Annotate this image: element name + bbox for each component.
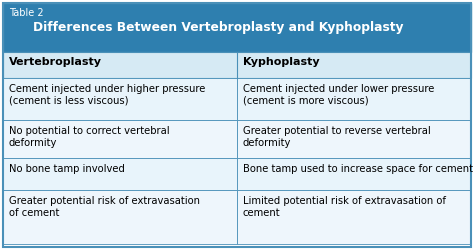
Text: Differences Between Vertebroplasty and Kyphoplasty: Differences Between Vertebroplasty and K…: [33, 21, 403, 34]
Text: Greater potential to reverse vertebral
deformity: Greater potential to reverse vertebral d…: [243, 126, 431, 148]
Text: Greater potential risk of extravasation
of cement: Greater potential risk of extravasation …: [9, 196, 200, 218]
Bar: [3, 52, 471, 78]
Text: Cement injected under higher pressure
(cement is less viscous): Cement injected under higher pressure (c…: [9, 84, 205, 106]
Bar: [3, 78, 237, 120]
Bar: [3, 120, 237, 158]
Text: No potential to correct vertebral
deformity: No potential to correct vertebral deform…: [9, 126, 170, 148]
Bar: [237, 120, 471, 158]
Bar: [3, 190, 237, 244]
Text: Table 2: Table 2: [9, 8, 44, 18]
Bar: [237, 190, 471, 244]
Bar: [237, 158, 471, 190]
Text: Kyphoplasty: Kyphoplasty: [243, 57, 319, 67]
Text: Cement injected under lower pressure
(cement is more viscous): Cement injected under lower pressure (ce…: [243, 84, 434, 106]
Bar: [237, 78, 471, 120]
Bar: [3, 158, 237, 190]
Bar: [3, 3, 471, 52]
Text: Bone tamp used to increase space for cement: Bone tamp used to increase space for cem…: [243, 164, 473, 174]
Text: Limited potential risk of extravasation of
cement: Limited potential risk of extravasation …: [243, 196, 446, 218]
Text: No bone tamp involved: No bone tamp involved: [9, 164, 125, 174]
Text: Vertebroplasty: Vertebroplasty: [9, 57, 102, 67]
